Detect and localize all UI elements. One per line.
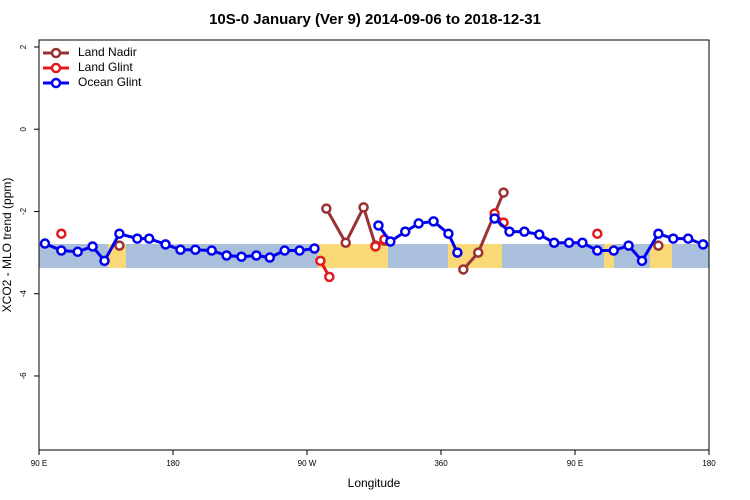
data-point <box>87 241 98 252</box>
chart-title: 10S-0 January (Ver 9) 2014-09-06 to 2018… <box>209 11 541 28</box>
data-point <box>340 237 351 248</box>
x-tick-label: 180 <box>702 459 716 468</box>
data-point <box>56 245 67 256</box>
plot-frame <box>38 39 710 451</box>
data-point <box>636 255 648 267</box>
data-point <box>279 245 290 256</box>
data-point <box>608 245 619 256</box>
y-tick-label: -4 <box>19 290 28 298</box>
data-point <box>294 245 305 256</box>
x-tick-label: 360 <box>434 459 448 468</box>
data-point <box>175 244 186 255</box>
data-point <box>72 246 83 258</box>
data-point <box>577 237 588 248</box>
data-point <box>56 228 67 239</box>
data-point <box>452 247 463 258</box>
data-point <box>236 251 247 262</box>
data-point <box>592 228 603 239</box>
data-point <box>370 241 381 252</box>
data-point <box>519 226 530 237</box>
data-point <box>132 233 143 244</box>
data-point <box>321 203 332 214</box>
land-band <box>604 244 614 268</box>
data-point <box>324 271 335 283</box>
data-point <box>114 240 125 251</box>
legend-marker <box>50 77 62 89</box>
data-point <box>458 264 469 275</box>
legend-label: Land Glint <box>78 60 133 74</box>
x-tick-label: 90 E <box>567 459 583 468</box>
data-point <box>489 213 500 224</box>
data-point <box>413 218 424 229</box>
data-point <box>385 236 396 247</box>
x-tick-label: 90 E <box>31 459 47 468</box>
y-tick-label: 0 <box>19 126 28 131</box>
data-point <box>160 239 171 250</box>
data-point <box>206 245 217 256</box>
data-point <box>99 255 110 267</box>
legend-marker <box>50 62 62 74</box>
data-point <box>697 239 709 250</box>
data-point <box>534 229 545 240</box>
x-tick-label: 90 W <box>298 459 317 468</box>
data-point <box>251 250 262 261</box>
data-point <box>309 243 320 254</box>
data-point <box>264 252 276 263</box>
x-axis-label: Longitude <box>348 476 401 490</box>
data-point <box>472 247 484 258</box>
data-point <box>190 244 201 255</box>
data-point <box>563 237 575 248</box>
y-axis-label: XCO2 - MLO trend (ppm) <box>0 178 14 313</box>
data-point <box>498 187 509 198</box>
data-point <box>653 240 664 251</box>
legend-label: Ocean Glint <box>78 75 142 89</box>
data-point <box>428 216 439 227</box>
data-point <box>653 228 664 239</box>
legend-label: Land Nadir <box>78 45 137 59</box>
data-point <box>39 238 51 249</box>
data-point <box>143 233 155 244</box>
data-point <box>114 228 125 239</box>
data-point <box>443 228 454 239</box>
data-point <box>373 220 384 231</box>
y-tick-label: 2 <box>19 44 28 49</box>
data-point <box>623 240 634 251</box>
data-point <box>358 202 369 213</box>
data-point <box>592 245 603 256</box>
data-point <box>668 233 679 244</box>
data-point <box>504 226 515 237</box>
data-point <box>682 233 694 244</box>
y-tick-label: -2 <box>19 207 28 215</box>
y-tick-label: -6 <box>19 372 28 380</box>
data-point <box>315 255 326 267</box>
data-point <box>221 250 232 261</box>
x-tick-label: 180 <box>166 459 180 468</box>
data-point <box>548 237 560 248</box>
data-point <box>400 226 411 237</box>
legend-marker <box>50 47 62 59</box>
